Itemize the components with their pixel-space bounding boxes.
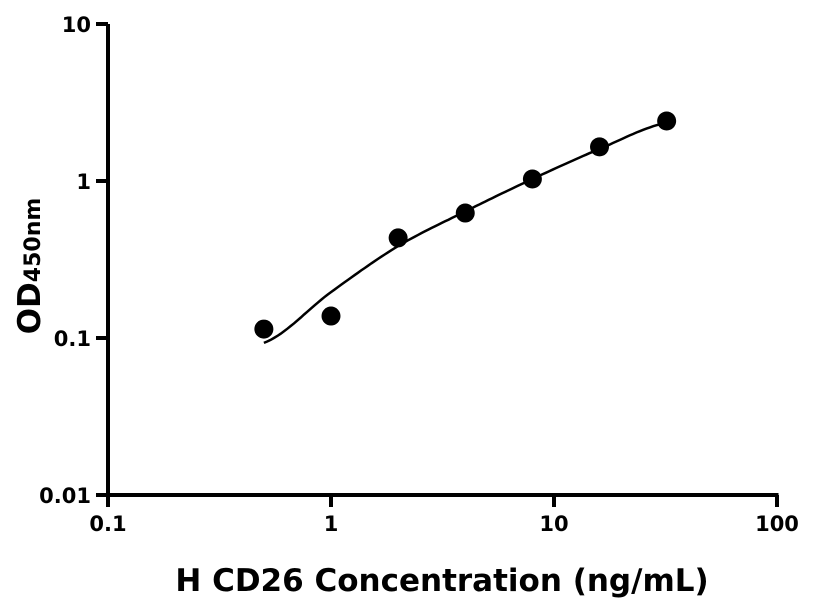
axes — [96, 22, 779, 507]
data-points — [254, 111, 677, 339]
y-tick-label: 1 — [76, 170, 91, 194]
x-tick-label: 1 — [324, 512, 339, 536]
data-point — [321, 306, 341, 326]
x-axis-label: H CD26 Concentration (ng/mL) — [175, 563, 708, 599]
y-tick-label: 10 — [62, 13, 91, 37]
y-axis-label-main: OD — [12, 282, 48, 334]
y-axis-label-subscript: 450nm — [21, 198, 46, 283]
x-tick-label: 0.1 — [89, 512, 126, 536]
data-point — [657, 111, 677, 131]
tick-labels: 0.1 1 10 100 0.01 0.1 1 10 — [39, 13, 799, 536]
y-tick-label: 0.01 — [39, 484, 91, 508]
data-point — [455, 203, 475, 223]
y-axis-label: OD450nm — [12, 198, 48, 335]
data-point — [522, 169, 542, 189]
data-point — [388, 228, 408, 248]
y-tick-label: 0.1 — [54, 327, 91, 351]
x-tick-label: 100 — [755, 512, 799, 536]
data-point — [254, 319, 274, 339]
x-tick-label: 10 — [539, 512, 568, 536]
data-point — [590, 137, 610, 157]
